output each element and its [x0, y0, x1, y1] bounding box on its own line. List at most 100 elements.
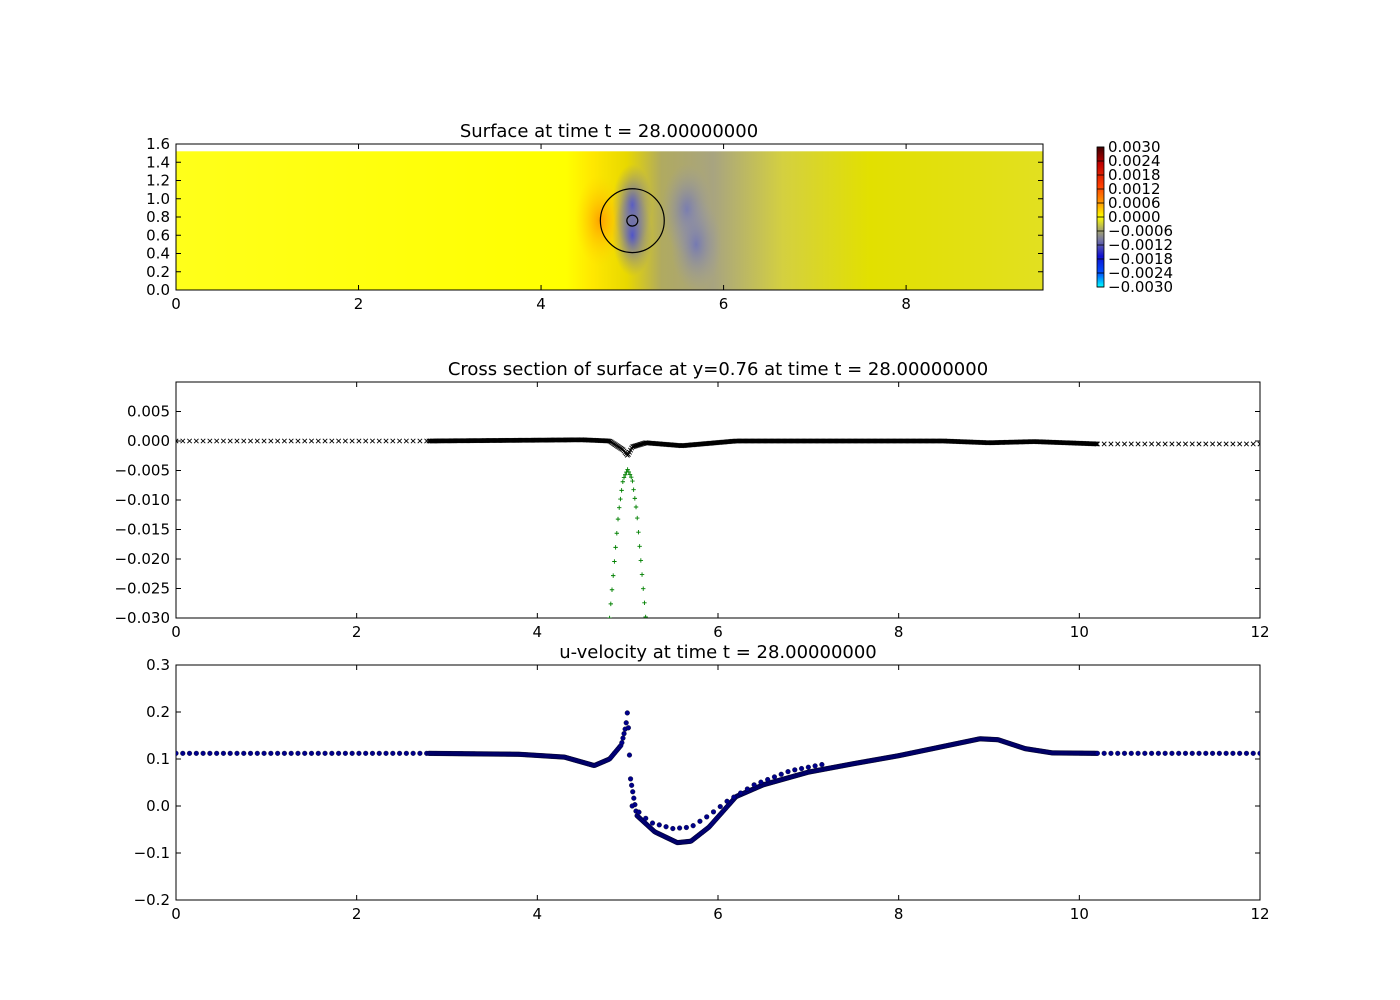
bathymetry-plus-marker: [613, 545, 618, 550]
y-tick-label: 1.4: [146, 153, 170, 171]
cross-section-x-marker: [390, 438, 396, 444]
u-velocity-point: [410, 750, 416, 756]
u-velocity-point: [207, 750, 213, 756]
cross-section-x-marker: [227, 438, 233, 444]
y-tick-label: −0.010: [114, 491, 170, 509]
u-velocity-title: u-velocity at time t = 28.00000000: [559, 642, 877, 663]
bathymetry-plus-marker: [637, 544, 642, 549]
cross-section-x-marker: [363, 438, 369, 444]
u-velocity-point: [176, 750, 179, 756]
bathymetry-plus-marker: [615, 516, 621, 522]
bathymetry-plus-marker: [614, 531, 620, 536]
u-velocity-point: [220, 750, 226, 756]
bathymetry-plus-marker: [627, 472, 633, 477]
y-tick-label: 0.0: [146, 797, 170, 815]
u-velocity-coarse-point: [663, 824, 669, 830]
cross-section-x-marker: [1203, 441, 1209, 447]
u-velocity-coarse-point: [724, 798, 730, 804]
colorbar-tick-label: 0.0000: [1108, 208, 1161, 226]
u-velocity-point: [383, 750, 389, 756]
cross-section-x-marker: [193, 438, 199, 444]
x-tick-label: 10: [1070, 905, 1089, 923]
bathymetry-plus-marker: [625, 467, 630, 472]
u-velocity-point: [1101, 750, 1107, 756]
cross-section-x-marker: [1101, 441, 1107, 447]
u-velocity-point: [1182, 750, 1189, 756]
y-tick-label: 1.2: [146, 172, 170, 190]
u-velocity-point: [403, 750, 409, 756]
cross-section-x-marker: [1189, 441, 1195, 447]
cross-section-x-marker: [1216, 441, 1222, 447]
u-velocity-coarse-point: [799, 765, 805, 772]
u-velocity-point: [275, 750, 281, 756]
cross-section-x-marker: [342, 438, 348, 444]
cross-section-x-marker: [403, 438, 409, 444]
cross-section-x-marker: [288, 438, 294, 444]
bathymetry-plus-marker: [612, 559, 617, 564]
cross-section-x-marker: [207, 438, 213, 444]
colorbar-tick-label: −0.0030: [1108, 278, 1173, 296]
y-tick-label: 0.005: [127, 403, 170, 421]
y-tick-label: 0.8: [146, 208, 170, 226]
u-velocity-point: [619, 740, 625, 746]
u-velocity-point: [363, 750, 369, 756]
y-tick-label: 0.0: [146, 281, 170, 299]
cross-section-x-marker: [383, 438, 389, 444]
x-tick-label: 2: [352, 905, 362, 923]
cross-section-x-marker: [176, 438, 179, 444]
cross-section-x-marker: [261, 438, 267, 444]
bathymetry-plus-marker: [633, 504, 639, 510]
cross-section-x-marker: [241, 438, 247, 444]
bathymetry-plus-marker: [639, 572, 645, 577]
u-velocity-coarse-point: [710, 809, 717, 815]
u-velocity-point: [254, 750, 260, 756]
cross-section-x-marker: [214, 438, 220, 444]
u-velocity-coarse-point: [643, 815, 649, 821]
cross-section-x-marker: [1230, 441, 1236, 447]
u-velocity-point: [620, 735, 626, 741]
u-velocity-point: [1230, 750, 1236, 756]
u-velocity-point: [1216, 750, 1222, 756]
cross-section-x-marker: [1149, 441, 1155, 447]
bathymetry-plus-marker: [636, 529, 641, 535]
u-velocity-point: [628, 776, 634, 782]
x-tick-label: 2: [352, 623, 362, 641]
u-velocity-point: [1189, 750, 1195, 756]
colorbar-tick-label: −0.0024: [1108, 264, 1173, 282]
u-velocity-coarse-point: [765, 777, 771, 783]
cross-section-x-marker: [356, 438, 362, 444]
bathymetry-plus-marker: [643, 614, 648, 618]
u-velocity-point: [1149, 750, 1155, 756]
u-velocity-coarse-point: [812, 763, 818, 769]
y-tick-label: −0.2: [134, 891, 170, 909]
y-tick-label: −0.020: [114, 550, 170, 568]
u-velocity-point: [281, 750, 287, 756]
u-velocity-point: [621, 731, 627, 737]
u-velocity-coarse-point: [731, 794, 737, 800]
inner-obstacle-circle: [626, 214, 639, 227]
x-tick-label: 8: [894, 905, 904, 923]
u-velocity-point: [180, 750, 186, 756]
u-velocity-coarse-point: [819, 762, 825, 768]
u-velocity-point: [417, 750, 423, 756]
u-velocity-point: [308, 750, 315, 756]
cross-section-x-marker: [1257, 441, 1260, 447]
bathymetry-plus-marker: [621, 475, 627, 480]
u-velocity-point: [247, 750, 254, 756]
y-tick-label: 0.2: [146, 263, 170, 281]
bathymetry-plus-marker: [629, 475, 634, 480]
u-velocity-coarse-point: [738, 790, 744, 796]
cross-section-x-marker: [1155, 441, 1161, 447]
cross-section-x-marker: [322, 438, 328, 444]
cross-section-x-marker: [1210, 441, 1216, 447]
u-velocity-point: [322, 750, 328, 756]
cross-section-x-marker: [1182, 441, 1188, 447]
cross-section-x-marker: [308, 438, 315, 444]
y-tick-label: −0.005: [114, 462, 170, 480]
u-velocity-coarse-point: [744, 786, 750, 792]
u-velocity-point: [261, 750, 267, 756]
x-tick-label: 0: [171, 295, 181, 313]
x-tick-label: 8: [901, 295, 911, 313]
u-velocity-point: [631, 795, 637, 801]
u-velocity-point: [288, 750, 294, 756]
